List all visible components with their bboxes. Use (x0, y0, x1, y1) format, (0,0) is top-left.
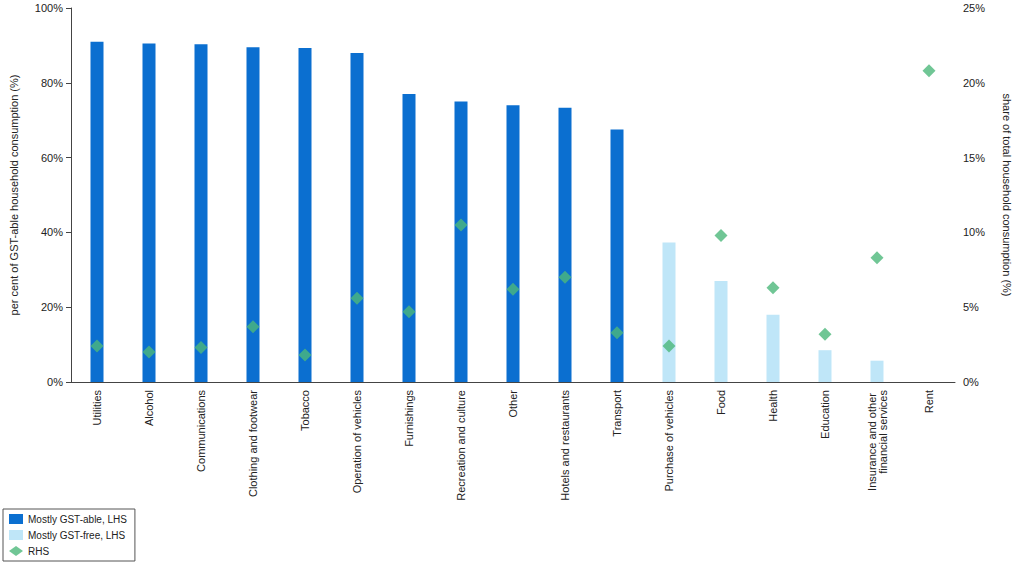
svg-text:Other: Other (507, 390, 519, 418)
svg-text:Education: Education (819, 390, 831, 439)
svg-text:Transport: Transport (611, 390, 623, 437)
svg-text:60%: 60% (41, 152, 63, 164)
svg-text:financial services: financial services (877, 390, 889, 474)
svg-text:per cent of GST-able household: per cent of GST-able household consumpti… (8, 75, 20, 316)
svg-text:80%: 80% (41, 77, 63, 89)
svg-text:Utilities: Utilities (91, 390, 103, 426)
svg-text:Insurance and other: Insurance and other (865, 390, 878, 491)
svg-text:Communications: Communications (195, 390, 207, 472)
svg-text:100%: 100% (35, 2, 63, 14)
svg-text:Hotels and restaurants: Hotels and restaurants (559, 390, 571, 501)
svg-text:Mostly GST-free, LHS: Mostly GST-free, LHS (28, 530, 126, 541)
svg-text:0%: 0% (47, 376, 63, 388)
svg-text:15%: 15% (963, 152, 985, 164)
svg-text:Purchase of vehicles: Purchase of vehicles (663, 390, 675, 492)
svg-text:0%: 0% (963, 376, 979, 388)
svg-text:share of total household consu: share of total household consumption (%) (1001, 93, 1013, 296)
svg-text:40%: 40% (41, 226, 63, 238)
svg-text:Health: Health (767, 390, 779, 422)
svg-text:20%: 20% (963, 77, 985, 89)
svg-text:RHS: RHS (28, 546, 49, 557)
svg-text:Recreation and culture: Recreation and culture (455, 390, 467, 501)
svg-text:Clothing and footwear: Clothing and footwear (247, 390, 259, 497)
svg-text:Rent: Rent (923, 390, 935, 413)
svg-text:Furnishings: Furnishings (403, 390, 415, 447)
svg-text:20%: 20% (41, 301, 63, 313)
svg-text:5%: 5% (963, 301, 979, 313)
svg-text:25%: 25% (963, 2, 985, 14)
svg-text:10%: 10% (963, 226, 985, 238)
svg-text:Mostly GST-able, LHS: Mostly GST-able, LHS (28, 514, 127, 525)
svg-text:Operation of vehicles: Operation of vehicles (351, 390, 363, 494)
svg-text:Food: Food (715, 390, 727, 415)
svg-text:Alcohol: Alcohol (143, 390, 155, 426)
svg-text:Tobacco: Tobacco (299, 390, 311, 431)
